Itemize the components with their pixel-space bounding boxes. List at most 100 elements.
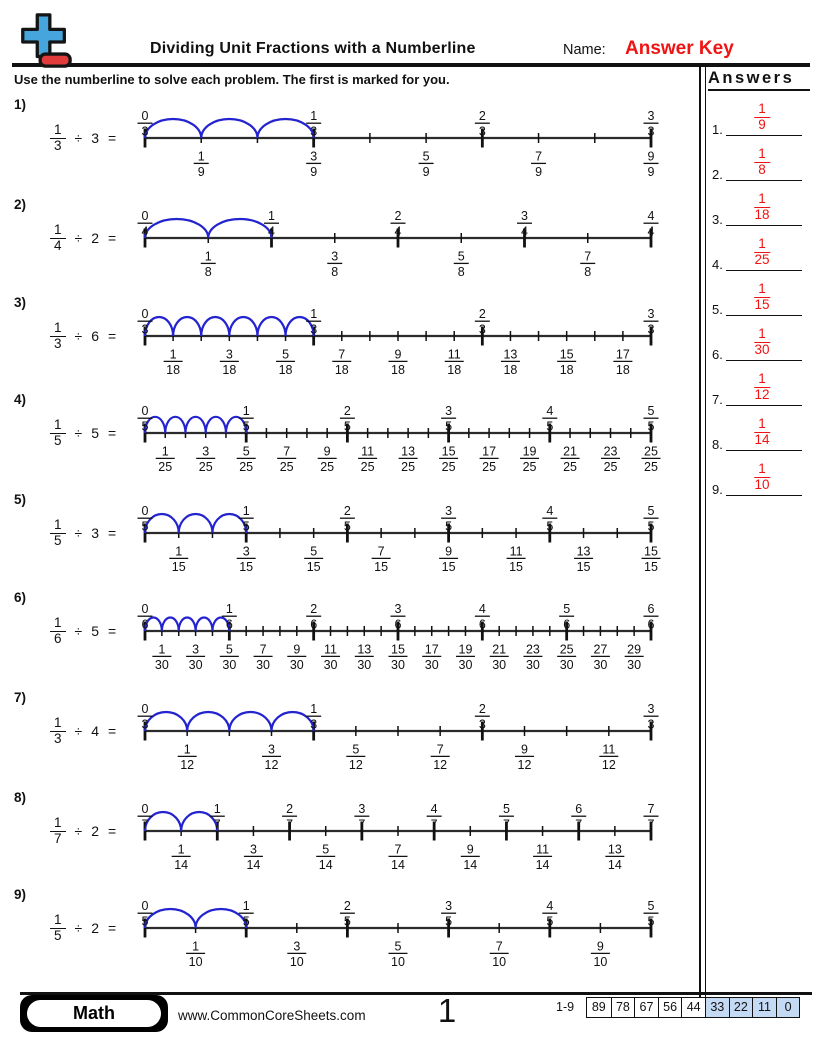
equals-sign: = [108, 425, 117, 441]
answers-separator-outer [698, 67, 701, 997]
svg-text:14: 14 [319, 858, 333, 872]
answer-blank-line [726, 405, 802, 406]
problem-row: 2) 1 4 ÷ 2 = 0 4 1 4 2 4 3 4 4 4 1 8 3 8 5 8 7 8 [0, 195, 700, 293]
svg-text:8: 8 [205, 265, 212, 279]
answer-row: 9. 1 10 [706, 457, 812, 497]
svg-text:30: 30 [256, 658, 270, 672]
svg-text:11: 11 [536, 843, 549, 857]
score-table: 89 78 67 56 44 33 22 11 0 [586, 997, 801, 1018]
svg-text:6: 6 [310, 618, 317, 632]
svg-text:1: 1 [205, 250, 212, 264]
svg-text:3: 3 [479, 323, 486, 337]
svg-text:5: 5 [142, 420, 149, 434]
bottom-fraction-labels: 1303305307309301130133015301730193021302… [152, 643, 644, 672]
svg-text:15: 15 [374, 560, 388, 574]
answer-numerator: 1 [754, 101, 770, 119]
svg-text:12: 12 [433, 758, 447, 772]
answer-number: 4. [712, 257, 723, 272]
svg-text:3: 3 [243, 545, 250, 559]
dividend-denominator: 3 [54, 137, 62, 153]
svg-text:8: 8 [584, 265, 591, 279]
svg-text:1: 1 [178, 843, 185, 857]
svg-text:3: 3 [310, 125, 317, 139]
score-cell: 33 [704, 998, 729, 1017]
svg-text:0: 0 [142, 602, 149, 616]
answer-number: 7. [712, 392, 723, 407]
svg-text:29: 29 [627, 643, 641, 657]
dividend-denominator: 5 [54, 432, 62, 448]
answer-fraction: 1 30 [754, 326, 770, 358]
answer-denominator: 25 [754, 252, 770, 268]
problem-equation: 1 7 ÷ 2 = [50, 810, 116, 852]
svg-text:1: 1 [226, 602, 233, 616]
svg-text:18: 18 [560, 363, 574, 377]
svg-text:25: 25 [239, 460, 253, 474]
svg-text:5: 5 [344, 915, 351, 929]
answer-row: 2. 1 8 [706, 142, 812, 182]
division-sign: ÷ [74, 328, 83, 344]
svg-text:1: 1 [170, 348, 177, 362]
svg-text:7: 7 [437, 743, 444, 757]
name-label: Name: [563, 42, 606, 58]
svg-text:14: 14 [608, 858, 622, 872]
svg-text:12: 12 [180, 758, 194, 772]
answer-blank-line [726, 180, 802, 181]
svg-text:9: 9 [521, 743, 528, 757]
svg-text:7: 7 [648, 818, 655, 832]
problem-equation: 1 3 ÷ 6 = [50, 315, 116, 357]
svg-text:14: 14 [463, 858, 477, 872]
top-fraction-labels: 0 7 1 7 2 7 3 7 4 7 5 7 6 7 7 7 [137, 802, 659, 832]
svg-text:30: 30 [155, 658, 169, 672]
svg-text:4: 4 [395, 225, 402, 239]
answer-denominator: 14 [754, 432, 770, 448]
svg-text:4: 4 [431, 802, 438, 816]
svg-text:30: 30 [222, 658, 236, 672]
bottom-fraction-labels: 1253255257259251125132515251725192521252… [155, 445, 661, 474]
svg-text:10: 10 [290, 955, 304, 969]
svg-text:3: 3 [250, 843, 257, 857]
svg-text:11: 11 [324, 643, 337, 657]
svg-text:7: 7 [283, 445, 290, 459]
answer-fraction: 1 25 [754, 236, 770, 268]
equals-sign: = [108, 130, 117, 146]
plus-icon [21, 13, 66, 59]
svg-text:30: 30 [526, 658, 540, 672]
svg-text:7: 7 [338, 348, 345, 362]
answer-numerator: 1 [754, 326, 770, 344]
problem-row: 3) 1 3 ÷ 6 = 0 3 1 3 2 3 3 3 1 18 3 18 5 18 7 18 9 18 11 18 13 18 15… [0, 293, 700, 391]
svg-text:25: 25 [361, 460, 375, 474]
problem-number: 6) [14, 590, 27, 605]
dividend-numerator: 1 [50, 122, 66, 139]
svg-text:11: 11 [448, 348, 461, 362]
svg-text:25: 25 [280, 460, 294, 474]
answer-blank-line [726, 360, 802, 361]
divisor: 5 [91, 623, 99, 639]
svg-text:1: 1 [214, 802, 221, 816]
svg-text:25: 25 [523, 460, 537, 474]
dividend-numerator: 1 [50, 417, 66, 434]
svg-text:3: 3 [648, 323, 655, 337]
svg-text:5: 5 [503, 802, 510, 816]
svg-text:9: 9 [310, 165, 317, 179]
answer-numerator: 1 [754, 416, 770, 434]
top-fraction-labels: 0 4 1 4 2 4 3 4 4 4 [137, 209, 659, 239]
svg-text:9: 9 [597, 940, 604, 954]
dividend-denominator: 3 [54, 335, 62, 351]
svg-text:1: 1 [310, 702, 317, 716]
svg-text:30: 30 [290, 658, 304, 672]
svg-text:5: 5 [546, 420, 553, 434]
svg-text:0: 0 [142, 307, 149, 321]
answer-blank-line [726, 495, 802, 496]
svg-text:1: 1 [310, 109, 317, 123]
instruction-text: Use the numberline to solve each problem… [14, 72, 450, 87]
problem-row: 5) 1 5 ÷ 3 = 0 5 1 5 2 5 3 5 4 5 5 5 1 15 3 15 5 15 7 15 9 15 11 15 13… [0, 490, 700, 588]
problem-equation: 1 3 ÷ 4 = [50, 710, 116, 752]
svg-text:23: 23 [604, 445, 618, 459]
svg-text:8: 8 [458, 265, 465, 279]
svg-text:8: 8 [331, 265, 338, 279]
numberline: 0616263646566613033053073093011301330153… [137, 602, 659, 672]
